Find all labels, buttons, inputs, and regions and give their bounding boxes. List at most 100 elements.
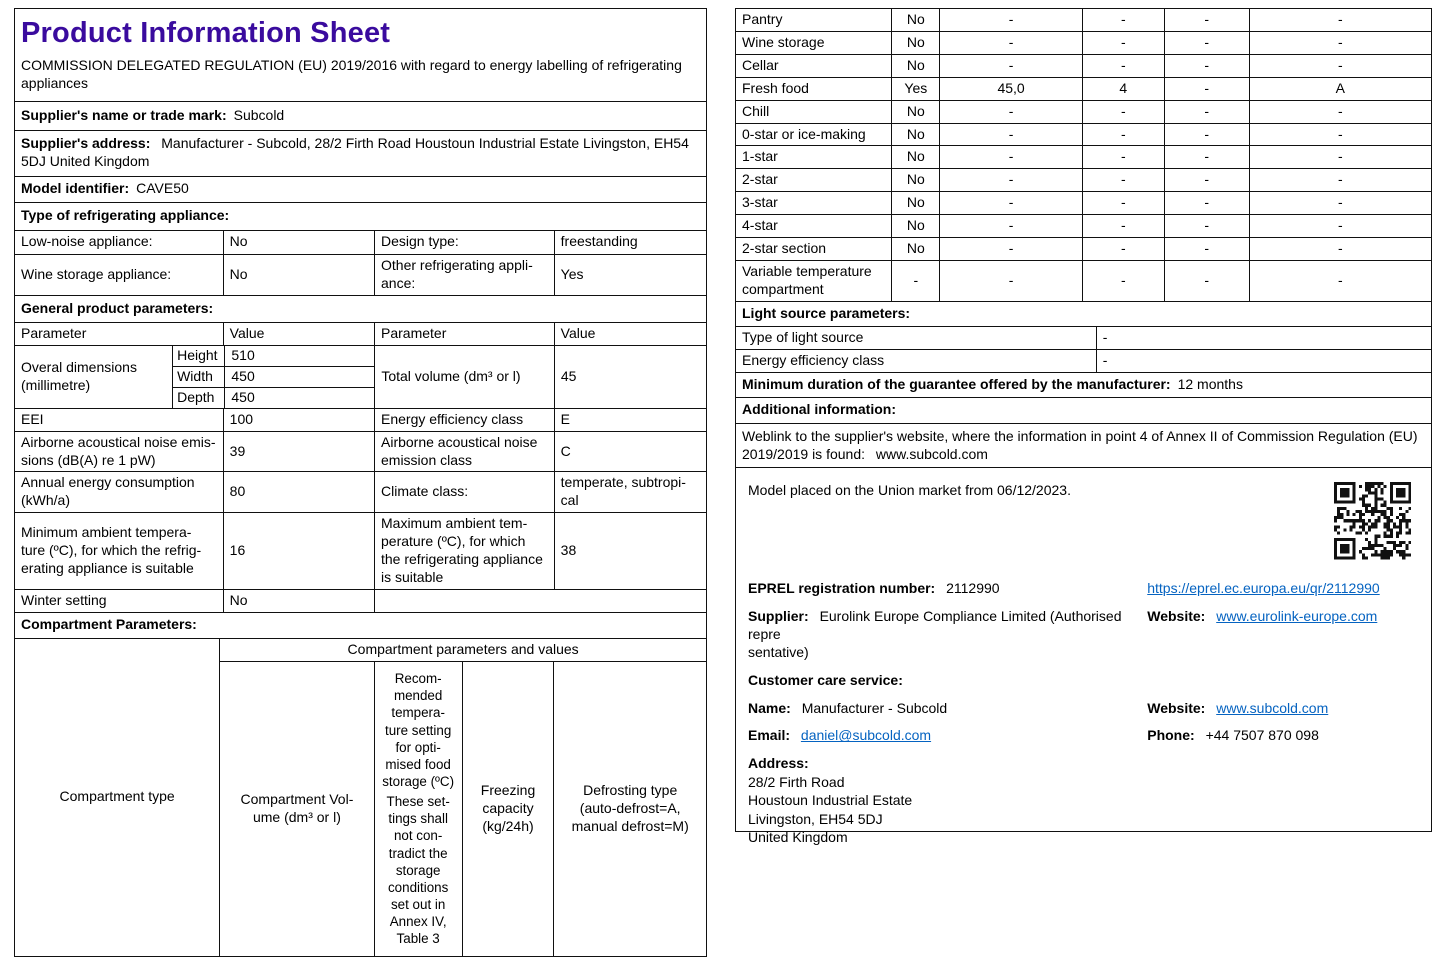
cell-present: No [892, 169, 941, 192]
phone-value: +44 7507 870 098 [1205, 727, 1319, 744]
supplier-name-cell: Supplier's name or trade mark: Subcold [15, 102, 706, 130]
supplier-address-value: Manufacturer - Subcold, 28/2 Firth Road … [21, 134, 689, 169]
supplier-website-link[interactable]: www.eurolink-europe.com [1216, 607, 1378, 624]
table-row: 2-star No - - - - [736, 169, 1431, 193]
noise-emission-value: 39 [224, 431, 375, 472]
freezing-column-header: Freezing capacity (kg/24h) [480, 781, 536, 834]
energy-class-value: E [560, 410, 570, 427]
table-row: Variable temperature compartment - - - -… [736, 260, 1431, 302]
compartment-row-label: Cellar [736, 54, 893, 77]
compartment-row-label: Pantry [736, 9, 893, 31]
cell-defrost: - [1337, 11, 1343, 27]
customer-care-header: Customer care service: [748, 671, 903, 688]
cell-present: No [892, 100, 941, 123]
noise-emission-label: Airborne acoustical noise emis- sions (d… [21, 433, 216, 468]
compartment-row-label: 4-star [736, 215, 893, 238]
compartment-row-label: Wine storage [736, 31, 893, 54]
supplier-value: Eurolink Europe Compliance Limited (Auth… [748, 607, 1122, 660]
table-row: Chill No - - - - [736, 100, 1431, 124]
table-row: Pantry No - - - - [736, 9, 1431, 32]
model-identifier-label: Model identifier: [21, 180, 130, 197]
cell-temp: - [1083, 31, 1165, 54]
title-row: Product Information Sheet COMMISSION DEL… [15, 9, 706, 102]
dimension-depth-value: 450 [231, 388, 255, 405]
model-identifier-value: CAVE50 [136, 180, 189, 197]
cell-defrost: A [1335, 79, 1345, 96]
right-page-table: Pantry No - - - - Wine storage No - - - … [735, 8, 1432, 477]
cell-temp: 4 [1083, 77, 1165, 100]
eprel-link[interactable]: https://eprel.ec.europa.eu/qr/2112990 [1147, 580, 1380, 596]
parameter-header-row: Parameter Value Parameter Value [15, 322, 706, 346]
type-section-header: Type of refrigerating appliance: [21, 207, 230, 224]
cell-freezing: - [1165, 192, 1250, 215]
climate-class-label: Climate class: [375, 472, 555, 513]
compartment-row-label: 1-star [736, 146, 893, 169]
cell-defrost: - [1337, 271, 1343, 288]
eei-label: EEI [15, 408, 224, 431]
general-section-header: General product parameters: [21, 299, 214, 316]
market-statement-row: Model placed on the Union market from 06… [748, 476, 1419, 580]
cell-present: No [892, 238, 941, 260]
table-row: Low-noise appliance: No Design type: fre… [15, 230, 706, 255]
table-row: Depth 450 [173, 387, 374, 408]
annual-energy-label-cell: Annual energy consumption (kWh/a) [15, 472, 224, 513]
email-label: Email: [748, 727, 791, 744]
low-noise-value: No [224, 230, 375, 254]
cell-defrost: - [1337, 56, 1343, 73]
wine-storage-value: No [224, 254, 375, 295]
cell-temp: - [1083, 215, 1165, 238]
table-row: Annual energy consumption (kWh/a) 80 Cli… [15, 472, 706, 514]
cell-volume: - [940, 192, 1083, 215]
supplier-info-box: Model placed on the Union market from 06… [735, 467, 1432, 845]
compartment-section-header: Compartment Parameters: [21, 616, 197, 633]
customer-care-website-link[interactable]: www.subcold.com [1216, 699, 1329, 716]
cell-temp: - [1083, 100, 1165, 123]
cell-volume: - [940, 123, 1083, 146]
compartment-header-row: Compartment Parameters: [15, 613, 706, 639]
cell-freezing: - [1165, 31, 1250, 54]
supplier-label: Supplier: [748, 607, 809, 624]
table-row: Fresh food Yes 45,0 4 - A [736, 77, 1431, 101]
light-source-header-row: Light source parameters: [736, 302, 1431, 327]
table-row: 0-star or ice-making No - - - - [736, 123, 1431, 147]
address-lines: 28/2 Firth Road Houstoun Industrial Esta… [748, 774, 913, 845]
cell-temp: - [1083, 146, 1165, 169]
type-section-header-row: Type of refrigerating appliance: [15, 203, 706, 231]
eprel-row: EPREL registration number: 2112990 https… [748, 580, 1419, 598]
design-type-value: freestanding [560, 233, 638, 250]
col-header-value: Value [560, 324, 596, 341]
customer-care-name-row: Name: Manufacturer - Subcold Website: ww… [748, 700, 1419, 718]
empty-cell [375, 590, 706, 612]
cell-volume: 45,0 [940, 77, 1083, 100]
climate-class-value: temperate, subtropi- cal [560, 474, 686, 509]
cell-present: - [892, 260, 941, 301]
cell-freezing: - [1165, 238, 1250, 260]
guarantee-row: Minimum duration of the guarantee offere… [736, 373, 1431, 398]
light-source-type-value: - [1102, 328, 1108, 345]
dimension-width-label: Width [173, 366, 226, 387]
compartment-column-headers: Compartment Vol- ume (dm³ or l) Recom- m… [220, 661, 706, 956]
guarantee-value: 12 months [1177, 375, 1243, 392]
email: Email: daniel@subcold.com [748, 727, 1147, 745]
dimensions-label: Overal dimensions (millimetre) [21, 358, 137, 393]
address-label: Address: [748, 755, 809, 772]
qr-code [1333, 482, 1411, 564]
cell-defrost: - [1337, 33, 1343, 50]
table-row: Winter setting No [15, 589, 706, 613]
table-row: Width 450 [173, 366, 375, 388]
energy-class-label: Energy efficiency class [375, 408, 555, 431]
email-link[interactable]: daniel@subcold.com [800, 727, 932, 744]
compartment-row-label: 2-star [736, 169, 893, 192]
table-row: Minimum ambient tempera- ture (ºC), for … [15, 513, 706, 590]
cell-temp: - [1083, 54, 1165, 77]
cell-volume: - [940, 169, 1083, 192]
temperature-column-header-p2: These set- tings shall not con- tradict … [386, 794, 450, 947]
light-energy-class-label: Energy efficiency class [736, 349, 1097, 372]
guarantee-label: Minimum duration of the guarantee offere… [742, 375, 1171, 392]
market-statement: Model placed on the Union market from 06… [748, 482, 1071, 498]
min-ambient-label: Minimum ambient tempera- ture (ºC), for … [21, 524, 202, 577]
cell-present: Yes [892, 77, 941, 100]
table-row: 2-star section No - - - - [736, 238, 1431, 261]
cell-volume: - [940, 100, 1083, 123]
general-header-row: General product parameters: [15, 296, 706, 323]
